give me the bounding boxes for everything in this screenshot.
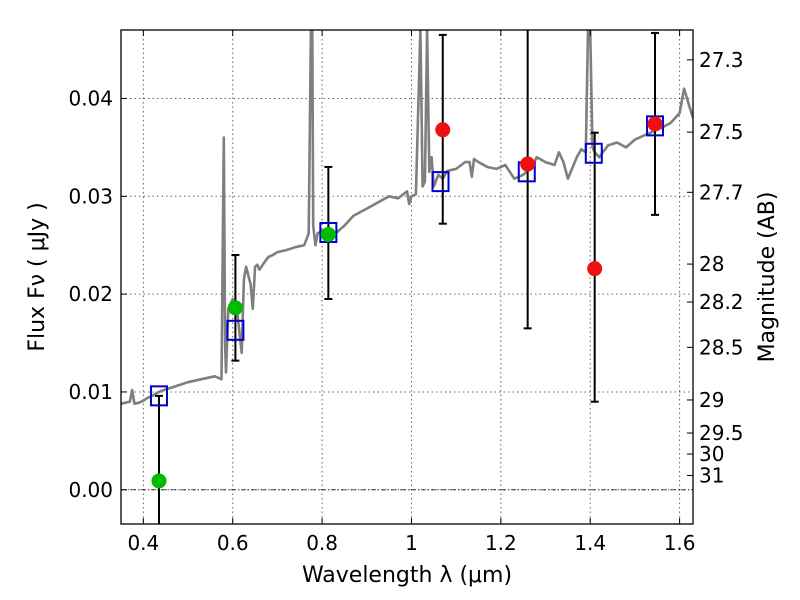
x-tick-label: 1 — [405, 531, 418, 555]
y2-tick-label: 29.5 — [699, 421, 744, 445]
y2-tick-label: 30 — [699, 442, 724, 466]
model-photometry-square — [319, 221, 338, 243]
detection-point-red — [587, 261, 603, 277]
detection-point-red — [647, 116, 663, 132]
model-sed-line — [121, 30, 693, 406]
y-tick-label: 0.04 — [68, 86, 113, 110]
y2-axis-label: Magnitude (AB) — [755, 192, 780, 363]
y2-tick-label: 28 — [699, 252, 724, 276]
detection-point-green — [151, 473, 167, 489]
y-axis-left: 0.00 0.01 0.02 0.03 0.04 — [68, 86, 127, 502]
model-sed-polyline — [121, 30, 693, 406]
y2-tick-label: 27.5 — [699, 120, 744, 144]
error-bars — [154, 30, 660, 524]
x-tick-label: 0.6 — [217, 531, 249, 555]
y-axis-label: Flux Fν ( μJy ) — [25, 202, 50, 351]
detection-point-green — [227, 300, 243, 316]
model-photometry-square — [646, 115, 665, 137]
y-tick-label: 0.01 — [68, 380, 113, 404]
y2-tick-label: 31 — [699, 463, 724, 487]
y-tick-label: 0.02 — [68, 282, 113, 306]
detection-points — [151, 116, 663, 489]
y-tick-label: 0.03 — [68, 184, 113, 208]
model-photometry-squares — [149, 115, 665, 407]
x-tick-label: 1.4 — [574, 531, 606, 555]
y2-tick-label: 27.7 — [699, 180, 744, 204]
model-photometry-square — [226, 319, 245, 341]
y2-tick-label: 28.2 — [699, 290, 744, 314]
model-photometry-square — [149, 385, 168, 407]
detection-point-red — [520, 156, 536, 172]
detection-point-green — [320, 226, 336, 242]
y2-tick-label: 28.5 — [699, 335, 744, 359]
x-tick-label: 0.4 — [127, 531, 159, 555]
y2-tick-label: 27.3 — [699, 48, 744, 72]
x-axis-label: Wavelength λ (μm) — [302, 563, 512, 588]
x-tick-label: 1.6 — [664, 531, 696, 555]
x-axis: 0.4 0.6 0.8 1 1.2 1.4 1.6 — [127, 30, 696, 555]
x-tick-label: 1.2 — [485, 531, 517, 555]
grid — [121, 30, 693, 524]
plot-frame — [120, 29, 694, 525]
x-tick-label: 0.8 — [306, 531, 338, 555]
y-tick-label: 0.00 — [68, 478, 113, 502]
y2-tick-label: 29 — [699, 388, 724, 412]
model-photometry-square — [584, 142, 603, 164]
model-photometry-square — [431, 171, 450, 193]
detection-point-red — [435, 122, 451, 138]
